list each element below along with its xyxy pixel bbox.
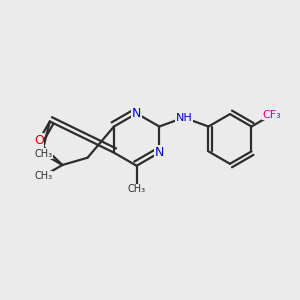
Text: CF₃: CF₃ (262, 110, 281, 120)
Text: O: O (34, 134, 43, 147)
Text: CH₃: CH₃ (34, 149, 52, 159)
Text: N: N (154, 146, 164, 159)
Text: CH₃: CH₃ (34, 171, 52, 181)
Text: N: N (132, 107, 141, 120)
Text: CH₃: CH₃ (128, 184, 146, 194)
Text: NH: NH (176, 112, 192, 123)
